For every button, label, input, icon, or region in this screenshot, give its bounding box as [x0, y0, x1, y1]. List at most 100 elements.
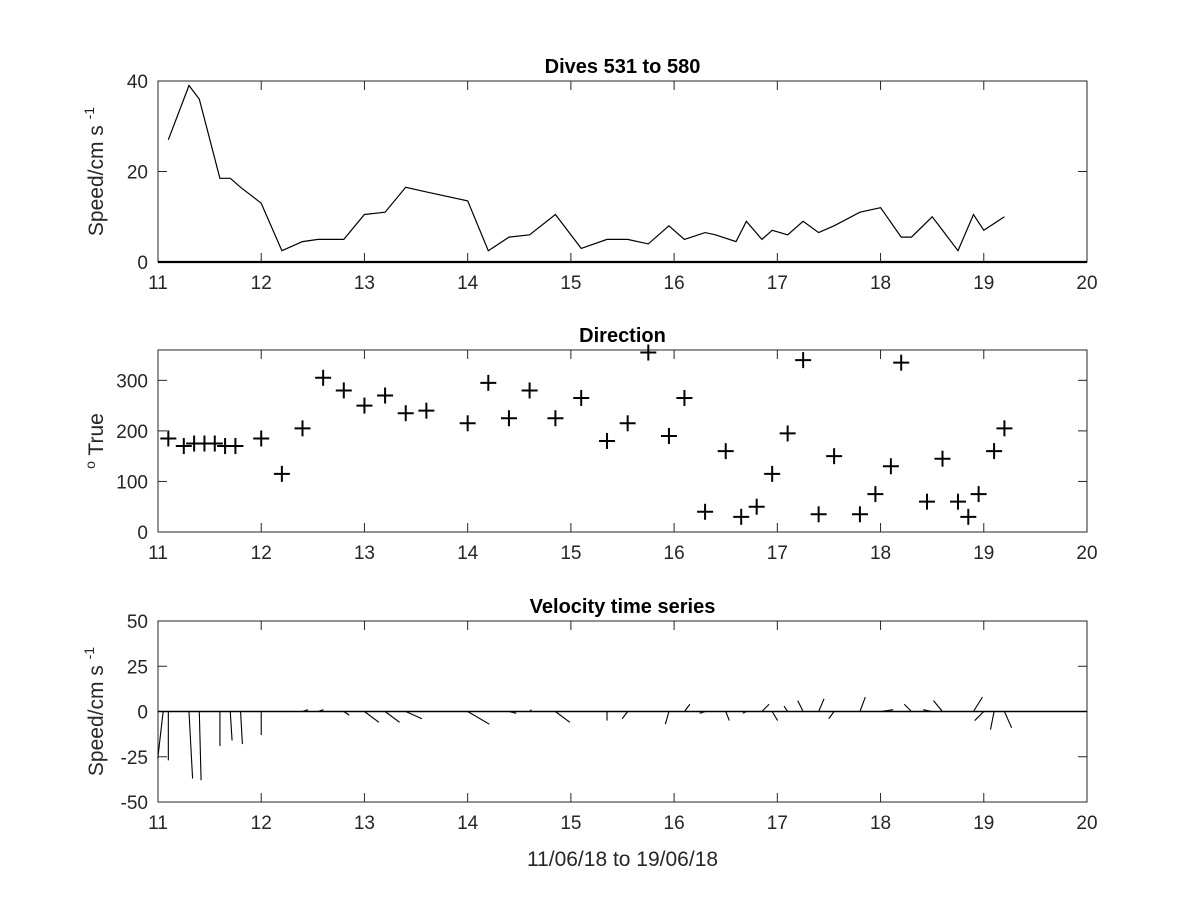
direction-point: [748, 498, 765, 515]
velocity-stick: [699, 710, 706, 714]
direction-point: [934, 450, 951, 467]
direction-point: [547, 410, 564, 427]
x-tick-label: 20: [1076, 813, 1097, 834]
x-tick-label: 18: [870, 543, 891, 564]
direction-point: [500, 410, 517, 427]
x-tick-label: 17: [767, 543, 788, 564]
direction-point: [599, 433, 616, 449]
y-axis-label-sup: -1: [81, 647, 97, 660]
velocity-stick: [972, 696, 983, 712]
direction-point: [717, 443, 734, 460]
x-tick-label: 16: [664, 273, 685, 294]
direction-point: [867, 486, 884, 503]
chart-title: Direction: [579, 325, 666, 347]
y-tick-label: 50: [127, 612, 148, 633]
velocity-stick: [188, 711, 194, 779]
velocity-stick: [467, 711, 490, 725]
direction-point: [356, 397, 373, 414]
x-tick-label: 12: [251, 813, 272, 834]
x-tick-label: 17: [767, 273, 788, 294]
velocity-stick: [828, 711, 835, 720]
velocity-stick: [989, 711, 995, 730]
direction-point: [480, 374, 497, 391]
y-axis-label-text: True: [85, 413, 108, 461]
direction-point: [175, 438, 192, 455]
x-tick-label: 18: [870, 273, 891, 294]
direction-point: [970, 486, 987, 503]
x-tick-label: 11: [148, 273, 168, 294]
velocity-stick: [405, 710, 423, 720]
direction-point: [697, 503, 714, 520]
direction-point: [294, 420, 311, 437]
x-tick-label: 14: [457, 813, 479, 834]
velocity-stick: [880, 709, 894, 713]
speed-series-line: [167, 84, 1005, 252]
direction-point: [315, 369, 332, 386]
velocity-stick: [508, 710, 517, 714]
velocity-stick: [903, 703, 912, 712]
direction-point: [521, 382, 538, 399]
x-axis-label: 11/06/18 to 19/06/18: [527, 848, 718, 871]
y-tick-label: 20: [127, 163, 148, 184]
velocity-stick: [229, 711, 233, 741]
velocity-stick: [364, 711, 380, 723]
direction-point: [676, 390, 693, 407]
x-tick-label: 15: [560, 543, 581, 564]
velocity-stick: [664, 711, 670, 725]
plot-frame: [157, 80, 1088, 263]
direction-point: [227, 438, 244, 455]
direction-point: [335, 382, 352, 399]
velocity-stick: [974, 711, 985, 721]
x-tick-label: 11: [148, 543, 168, 564]
chart-title: Velocity time series: [530, 596, 716, 618]
velocity-stick: [529, 709, 532, 712]
direction-point: [949, 493, 966, 510]
y-tick-label: 40: [127, 72, 148, 93]
direction-point: [160, 430, 177, 447]
direction-point: [986, 443, 1003, 460]
velocity-stick: [797, 700, 804, 712]
velocity-stick: [240, 711, 243, 745]
y-tick-label: 0: [137, 523, 148, 544]
velocity-stick: [343, 711, 350, 716]
velocity-stick: [761, 703, 770, 712]
velocity-stick: [933, 700, 943, 712]
direction-point: [826, 448, 843, 465]
y-axis-label-sup: o: [82, 461, 98, 469]
x-tick-label: 20: [1076, 543, 1097, 564]
direction-point: [764, 465, 781, 482]
x-tick-label: 11: [148, 813, 168, 834]
direction-point: [733, 508, 750, 525]
velocity-stick: [555, 711, 571, 723]
y-axis-label-text: Speed/cm s: [85, 659, 108, 776]
direction-point: [573, 390, 590, 407]
direction-point: [919, 493, 936, 510]
direction-point: [397, 405, 414, 422]
direction-point: [660, 427, 677, 444]
direction-point: [459, 415, 476, 432]
x-tick-label: 14: [457, 543, 479, 564]
x-tick-label: 13: [354, 543, 375, 564]
direction-point: [779, 425, 796, 442]
x-tick-label: 19: [973, 813, 994, 834]
y-axis-label: Speed/cm s -1: [81, 107, 108, 236]
velocity-stick: [384, 711, 400, 723]
x-tick-label: 12: [251, 273, 272, 294]
x-tick-label: 20: [1076, 273, 1097, 294]
y-tick-label: -25: [121, 748, 148, 769]
direction-point: [893, 354, 910, 371]
direction-point: [253, 430, 270, 447]
velocity-stick: [771, 711, 779, 721]
x-tick-label: 15: [560, 273, 581, 294]
y-axis-label: Speed/cm s -1: [81, 647, 108, 776]
velocity-stick: [317, 709, 324, 713]
direction-point: [996, 420, 1013, 437]
y-tick-label: 25: [127, 657, 148, 678]
velocity-stick: [198, 711, 202, 781]
x-tick-label: 19: [973, 273, 994, 294]
direction-point: [377, 387, 394, 404]
x-tick-label: 16: [664, 543, 685, 564]
x-tick-label: 13: [354, 273, 375, 294]
